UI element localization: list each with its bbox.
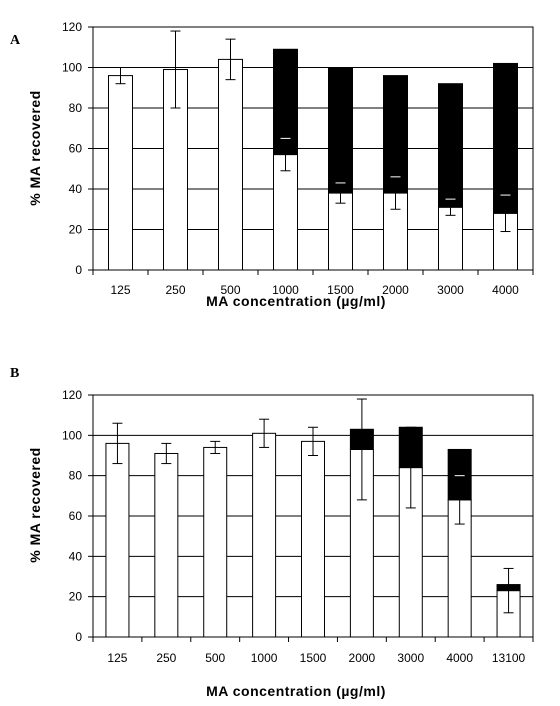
- panel-a-x-tick-label: 1000: [272, 283, 299, 297]
- panel-b-x-tick-label: 2000: [349, 651, 376, 665]
- panel-a-y-tick-label: 20: [69, 223, 83, 237]
- panel-a-bar-upper: [328, 67, 353, 194]
- panel-a-bar-lower: [273, 154, 298, 271]
- panel-a-x-tick-label: 250: [165, 283, 185, 297]
- panel-a-bar-upper: [438, 83, 463, 208]
- panel-b-x-tick-label: 500: [205, 651, 225, 665]
- panel-a-bar-upper: [383, 75, 408, 194]
- panel-a-y-tick-label: 80: [69, 101, 83, 115]
- panel-b-y-tick-label: 120: [62, 388, 82, 402]
- panel-a: A % MA recovered MA concentration (µg/ml…: [10, 20, 534, 309]
- panel-b-bar-lower: [105, 442, 130, 638]
- panel-b-bar-lower: [252, 432, 277, 638]
- panel-a-bar-lower: [438, 206, 463, 271]
- panel-b-label: B: [10, 366, 19, 381]
- panel-a-y-tick-label: 100: [62, 61, 82, 75]
- panel-a-plot-frame: [92, 26, 534, 271]
- panel-a-label: A: [10, 33, 21, 48]
- panel-a-x-axis-label: MA concentration (µg/ml): [206, 293, 386, 309]
- panel-a-y-tick-label: 60: [69, 142, 83, 156]
- panel-a-bar-upper: [273, 48, 298, 156]
- panel-a-bar-lower: [108, 75, 133, 271]
- panel-b-bar-lower: [203, 446, 228, 638]
- panel-b-x-axis-label: MA concentration (µg/ml): [206, 683, 386, 699]
- panel-b-bar-lower: [301, 440, 325, 638]
- panel-b-x-tick-label: 125: [107, 651, 127, 665]
- panel-a-bar-lower: [218, 58, 243, 271]
- panel-a-bar-upper: [493, 62, 518, 214]
- panel-a-y-tick-label: 40: [69, 182, 83, 196]
- panel-b-x-tick-label: 250: [156, 651, 176, 665]
- panel-b-x-tick-label: 3000: [397, 651, 424, 665]
- panel-a-y-axis-label: % MA recovered: [27, 90, 43, 205]
- panel-b-plot-frame: [92, 394, 534, 638]
- panel-a-x-tick-label: 2000: [382, 283, 409, 297]
- panel-a-x-tick-label: 3000: [437, 283, 464, 297]
- panel-b-x-tick-label: 1500: [300, 651, 327, 665]
- panel-b-y-tick-label: 60: [69, 509, 83, 523]
- panel-b-y-tick-label: 40: [69, 549, 83, 563]
- panel-b-y-tick-label: 100: [62, 428, 82, 442]
- panel-b-x-tick-label: 4000: [446, 651, 473, 665]
- panel-a-x-tick-label: 4000: [492, 283, 519, 297]
- panel-a-x-tick-label: 125: [110, 283, 130, 297]
- panel-b-bar-lower: [154, 452, 179, 638]
- panel-b: B % MA recovered MA concentration (µg/ml…: [10, 366, 534, 699]
- panel-a-x-tick-label: 1500: [327, 283, 354, 297]
- panel-b-x-tick-label: 1000: [251, 651, 278, 665]
- panel-b-x-tick-label: 13100: [492, 651, 526, 665]
- panel-b-y-tick-label: 20: [69, 590, 83, 604]
- panel-b-y-tick-label: 80: [69, 469, 83, 483]
- panel-b-y-axis-label: % MA recovered: [27, 447, 43, 562]
- panel-a-bar-lower: [328, 192, 353, 271]
- panel-a-y-tick-label: 120: [62, 20, 82, 34]
- panel-a-x-tick-label: 500: [220, 283, 240, 297]
- panel-a-y-tick-label: 0: [75, 263, 82, 277]
- panel-b-y-tick-label: 0: [75, 630, 82, 644]
